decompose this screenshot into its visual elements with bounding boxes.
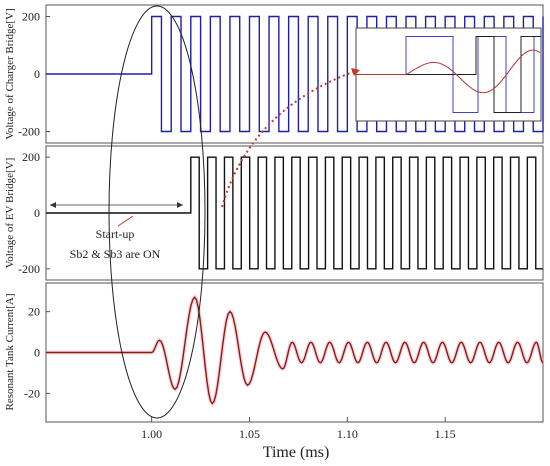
x-tick-label: 1.10 — [337, 427, 358, 441]
inset-red-wave — [356, 49, 541, 94]
zoom-arrow — [221, 71, 354, 208]
y-tick-label: 0 — [34, 206, 40, 220]
y-tick-label: 20 — [28, 305, 40, 319]
panel-2-waveform — [46, 156, 543, 270]
panel-3-ylabel: Resonant Tank Current[A] — [4, 294, 16, 411]
x-tick-label: 1.00 — [141, 427, 162, 441]
y-tick-label: 200 — [22, 10, 40, 24]
startup-pointer — [117, 215, 134, 227]
highlight-ellipse — [108, 5, 206, 419]
panel-2-ylabel: Voltage of EV Bridge[V] — [4, 158, 16, 269]
panel-3-waveform-halo — [46, 294, 545, 407]
switches-label: Sb2 & Sb3 are ON — [70, 247, 161, 261]
inset-blue-wave — [356, 36, 541, 113]
panel-3-waveform — [46, 296, 544, 405]
y-tick-label: 200 — [22, 150, 40, 164]
panel-1-waveform — [46, 15, 544, 133]
x-tick-label: 1.15 — [435, 427, 456, 441]
zoom-arrowhead — [351, 68, 360, 76]
y-tick-label: 0 — [34, 346, 40, 360]
y-tick-label: 0 — [34, 67, 40, 81]
inset-black-wave — [356, 36, 541, 113]
y-tick-label: -200 — [18, 262, 40, 276]
x-axis-label: Time (ms) — [263, 444, 330, 461]
panel-1-ylabel: Voltage of Charger Bridge[V] — [4, 8, 16, 139]
y-tick-label: -20 — [24, 386, 40, 400]
startup-label: Start-up — [96, 227, 135, 241]
y-tick-label: -200 — [18, 125, 40, 139]
x-tick-label: 1.05 — [239, 427, 260, 441]
